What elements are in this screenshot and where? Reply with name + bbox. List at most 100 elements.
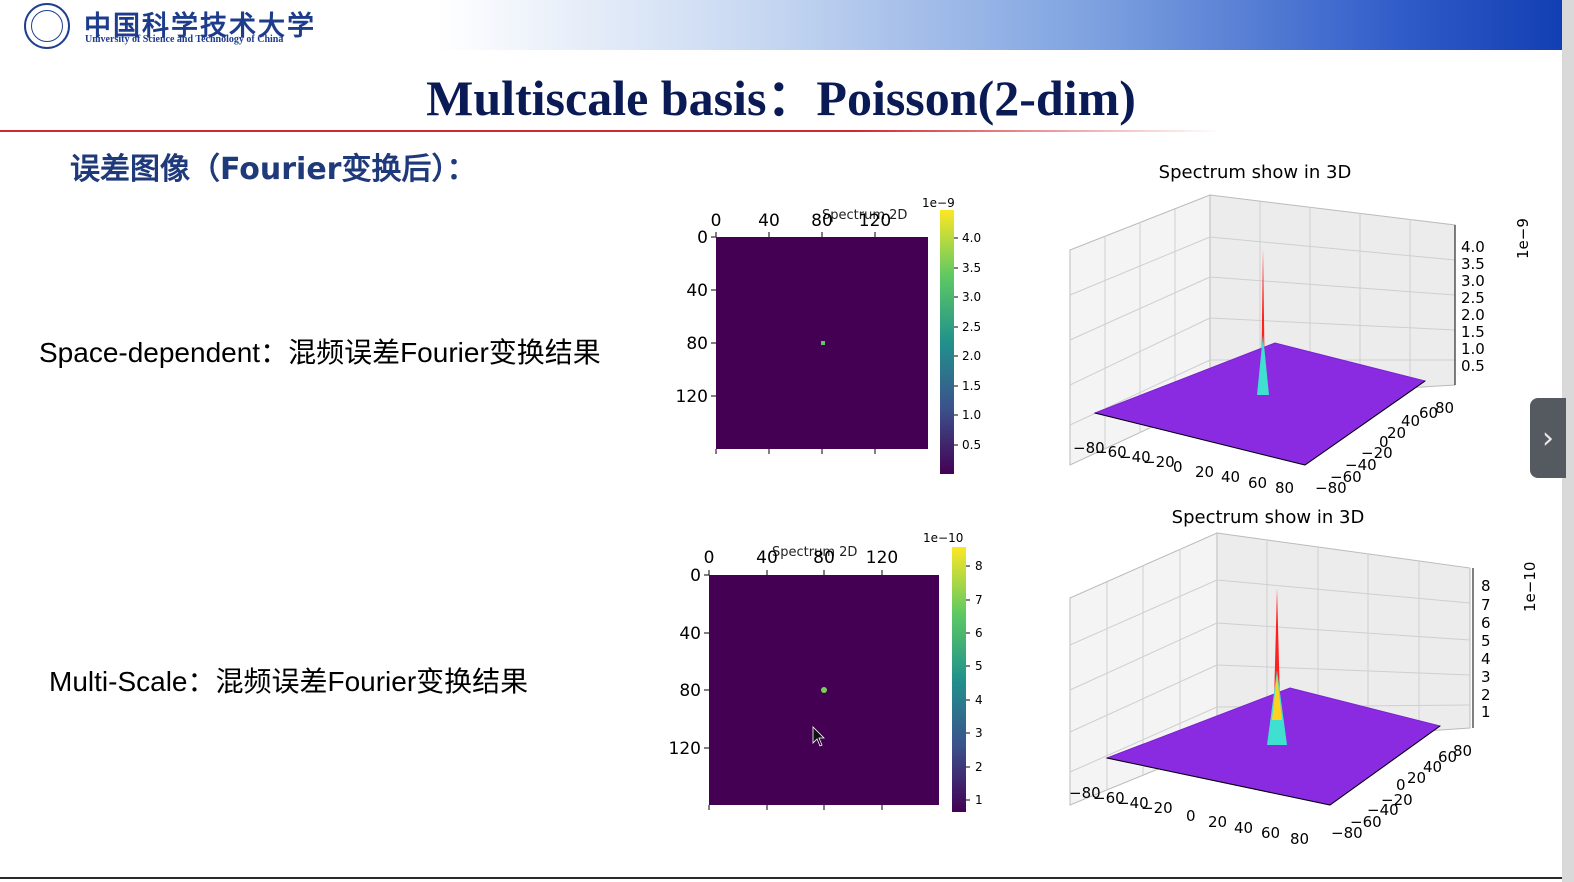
- surface-space-dependent: Spectrum show in 3D −80 −60 −40 −20 0 20…: [1069, 162, 1532, 497]
- x-tick-label: 60: [1248, 474, 1267, 492]
- z-tick-label: 3: [1481, 668, 1491, 686]
- surface-x-axis: [1106, 757, 1331, 806]
- surface-x-axis: [1094, 412, 1306, 466]
- colorbar-ticks: 4.0 3.5 3.0 2.5 2.0 1.5 1.0 0.5: [954, 231, 981, 452]
- surface-peak-mid: [1272, 675, 1282, 720]
- y-tick-label: 40: [679, 624, 701, 644]
- x-tick-label: 20: [1195, 463, 1214, 481]
- y-tick-label: −20: [1361, 444, 1393, 462]
- surface-z-ticks: 4.0 3.5 3.0 2.5 2.0 1.5 1.0 0.5: [1461, 238, 1485, 375]
- z-tick-label: 6: [1481, 614, 1491, 632]
- x-tick-label: 80: [811, 211, 833, 231]
- heatmap-peak-dot: [821, 687, 827, 693]
- x-tick-label: 0: [1186, 807, 1196, 825]
- university-logo-en: University of Science and Technology of …: [85, 34, 284, 45]
- y-tick-label: 0: [690, 566, 701, 586]
- header-banner: [0, 0, 1562, 50]
- x-tick-label: 0: [704, 548, 715, 568]
- z-tick-label: 7: [1481, 596, 1491, 614]
- surface-peak-base: [1257, 335, 1269, 395]
- colorbar-ticks: 8 7 6 5 4 3 2 1: [966, 559, 983, 807]
- university-logo-cn: 中国科学技术大学: [84, 11, 316, 42]
- surface-z-exponent: 1e−9: [1514, 218, 1532, 259]
- heatmap-multi-scale: Spectrum 2D 0 40 80 120 0 40 80 120 1e−1…: [669, 531, 983, 812]
- slide-title: Multiscale basis：Poisson(2-dim): [426, 70, 1136, 126]
- next-slide-button[interactable]: ›: [1530, 398, 1566, 478]
- x-tick-label: 40: [1221, 468, 1240, 486]
- z-tick-label: 1.5: [1461, 323, 1485, 341]
- colorbar-tick: 2.5: [962, 320, 981, 334]
- heatmap-y-ticks: 0 40 80 120: [669, 566, 709, 759]
- x-tick-label: 120: [859, 211, 891, 231]
- heatmap-y-ticks: 0 40 80 120: [676, 228, 716, 407]
- surface-x-ticks: −80 −60 −40 −20 0 20 40 60 80: [1069, 784, 1309, 848]
- z-tick-label: 4.0: [1461, 238, 1485, 256]
- surface-y-axis: [1329, 725, 1441, 806]
- y-tick-label: 0: [1396, 776, 1406, 794]
- y-tick-label: 40: [686, 281, 708, 301]
- surface-x-ticks: −80 −60 −40 −20 0 20 40 60 80: [1073, 439, 1294, 497]
- colorbar-exponent: 1e−10: [923, 531, 963, 545]
- x-tick-label: −60: [1095, 443, 1127, 461]
- colorbar-tick: 5: [975, 659, 983, 673]
- y-tick-label: −20: [1381, 791, 1413, 809]
- y-tick-label: 120: [676, 387, 708, 407]
- x-tick-label: −40: [1117, 794, 1149, 812]
- y-tick-label: 80: [686, 334, 708, 354]
- x-tick-label: 40: [1234, 819, 1253, 837]
- x-tick-label: −40: [1119, 448, 1151, 466]
- y-tick-label: 60: [1438, 748, 1457, 766]
- surface-y-ticks: −80 −60 −40 −20 0 20 40 60 80: [1315, 399, 1454, 497]
- colorbar: [940, 210, 954, 474]
- heatmap-space-dependent: Spectrum 2D 0 40 80 120 0 40 80 120 1e−9…: [676, 196, 981, 474]
- y-tick-label: 60: [1419, 404, 1438, 422]
- x-tick-label: −80: [1069, 784, 1101, 802]
- x-tick-label: 0: [711, 211, 722, 231]
- z-tick-label: 3.5: [1461, 255, 1485, 273]
- x-tick-label: 80: [1275, 479, 1294, 497]
- x-tick-label: −60: [1093, 789, 1125, 807]
- x-tick-label: 40: [758, 211, 780, 231]
- surface-gridlines: [1069, 201, 1456, 449]
- z-tick-label: 1: [1481, 703, 1491, 721]
- colorbar-tick: 3: [975, 726, 983, 740]
- x-tick-label: 60: [1261, 824, 1280, 842]
- y-tick-label: −80: [1331, 824, 1363, 842]
- colorbar-tick: 7: [975, 593, 983, 607]
- x-tick-label: 120: [866, 548, 898, 568]
- surface-z-exponent: 1e−10: [1521, 562, 1539, 612]
- mouse-cursor-icon: [812, 726, 825, 747]
- z-tick-label: 5: [1481, 632, 1491, 650]
- colorbar: [952, 547, 966, 812]
- university-seal-icon: [24, 3, 70, 49]
- colorbar-tick: 1.5: [962, 379, 981, 393]
- surface-y-axis: [1304, 380, 1426, 466]
- y-tick-label: 20: [1407, 769, 1426, 787]
- y-tick-label: −40: [1367, 801, 1399, 819]
- surface-title: Spectrum show in 3D: [1172, 507, 1365, 528]
- z-tick-label: 4: [1481, 650, 1491, 668]
- x-tick-label: −20: [1143, 453, 1175, 471]
- y-tick-label: 0: [697, 228, 708, 248]
- title-divider: [0, 130, 1220, 132]
- colorbar-tick: 2.0: [962, 349, 981, 363]
- surface-z-ticks: 8 7 6 5 4 3 2 1: [1481, 577, 1491, 721]
- chevron-right-icon: ›: [1542, 420, 1554, 456]
- surface-title: Spectrum show in 3D: [1159, 162, 1352, 183]
- x-tick-label: 80: [813, 548, 835, 568]
- z-tick-label: 3.0: [1461, 272, 1485, 290]
- z-tick-label: 2.5: [1461, 289, 1485, 307]
- z-tick-label: 0.5: [1461, 357, 1485, 375]
- x-tick-label: 0: [1173, 458, 1183, 476]
- heatmap-title: Spectrum 2D: [772, 545, 857, 560]
- y-tick-label: −80: [1315, 479, 1347, 497]
- y-tick-label: 40: [1401, 412, 1420, 430]
- heatmap-x-ticks: 0 40 80 120: [711, 211, 891, 454]
- colorbar-tick: 6: [975, 626, 983, 640]
- x-tick-label: 20: [1208, 813, 1227, 831]
- y-tick-label: 80: [679, 681, 701, 701]
- y-tick-label: −60: [1330, 468, 1362, 486]
- vertical-scrollbar[interactable]: [1562, 0, 1574, 882]
- colorbar-exponent: 1e−9: [922, 196, 955, 210]
- surface-multi-scale: Spectrum show in 3D −80 −60 −40 −20 0 20…: [1069, 507, 1539, 848]
